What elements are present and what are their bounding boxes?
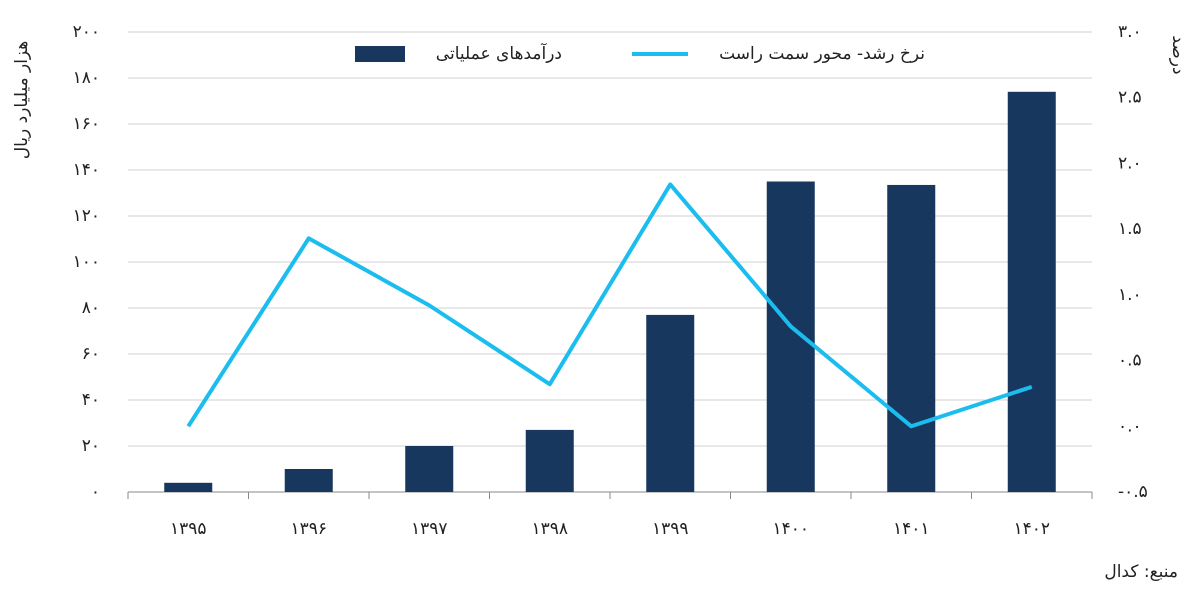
bar [164,482,213,492]
y-tick-label: ۲۰ [82,436,100,456]
bar [887,184,936,492]
line [186,182,1033,429]
y-tick-label: ۱۲۰ [73,206,100,226]
y-tick-label: ۱۰۰ [73,252,100,272]
bar [525,429,574,492]
y-tick-label: ۱۸۰ [73,68,100,88]
y2-tick-label: ۰.۵ [1118,351,1142,371]
y-axis-label: هزار میلیارد ریال [12,41,32,160]
y2-axis-label: درصد [1168,35,1188,74]
legend-swatch [355,46,405,62]
x-tick-label: ۱۳۹۶ [290,519,327,539]
y-tick-label: ۲۰۰ [73,22,100,42]
bar [1007,91,1056,493]
y2-tick-label: ۲.۵ [1118,88,1142,108]
y2-tick-label: ۰.۰ [1118,416,1142,436]
bar [766,181,815,492]
y2-tick-label: ۱.۰ [1118,285,1142,305]
x-tick-label: ۱۳۹۸ [531,519,568,539]
y-tick-label: ۶۰ [82,344,100,364]
bar [646,314,695,492]
y2-tick-label: ۱.۵ [1118,219,1142,239]
x-tick-label: ۱۳۹۵ [170,519,207,539]
x-tick-label: ۱۴۰۰ [772,519,809,539]
y2-tick-label: ۲.۰ [1118,153,1142,173]
y-tick-label: ۱۶۰ [73,114,100,134]
legend-label: درآمدهای عملیاتی [436,42,562,64]
y-tick-label: ۴۰ [82,390,100,410]
y2-tick-label: ۳.۰ [1118,22,1142,42]
x-tick-label: ۱۴۰۲ [1013,519,1050,539]
x-tick-label: ۱۳۹۹ [652,519,689,539]
legend-label: نرخ رشد- محور سمت راست [719,44,925,64]
bar [405,446,454,492]
x-tick-label: ۱۴۰۱ [893,519,930,539]
y-tick-label: ۱۴۰ [73,160,100,180]
y-tick-label: ۸۰ [82,298,100,318]
y-tick-label: ۰ [91,482,100,502]
bar [284,469,333,492]
source: منبع: کدال [1104,562,1178,582]
x-tick-label: ۱۳۹۷ [411,519,448,539]
y2-tick-label: -۰.۵ [1118,482,1148,502]
